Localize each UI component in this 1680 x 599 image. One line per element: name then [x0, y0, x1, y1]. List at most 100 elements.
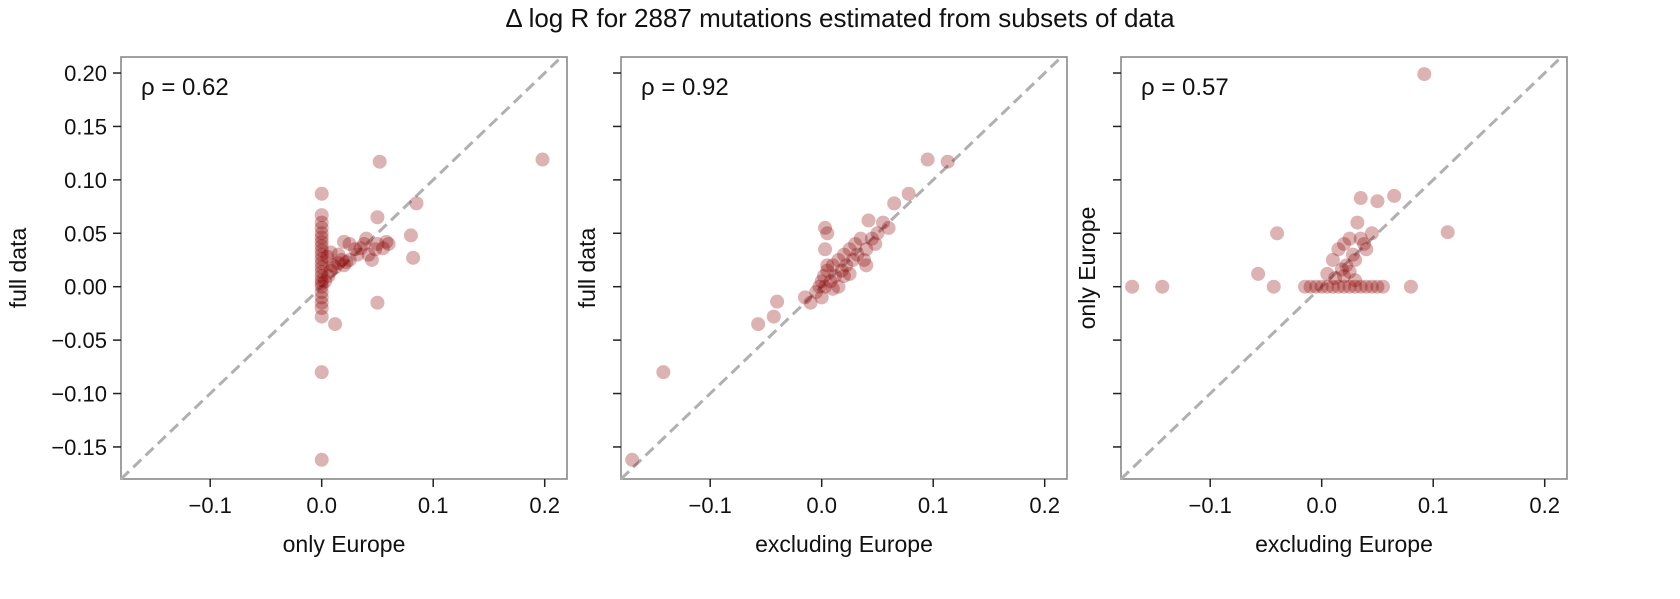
- data-point: [1314, 279, 1329, 294]
- data-point: [370, 295, 385, 310]
- data-point: [318, 274, 333, 289]
- data-point: [1350, 215, 1365, 230]
- x-axis: −0.1 0.0 0.1 0.2: [1188, 479, 1560, 518]
- y-axis-label: full data: [5, 228, 31, 309]
- data-point: [1270, 226, 1285, 241]
- data-point: [372, 154, 387, 169]
- data-point: [323, 245, 338, 260]
- data-point: [1320, 266, 1335, 281]
- data-point: [857, 252, 872, 267]
- data-point: [1359, 279, 1374, 294]
- data-point: [314, 256, 329, 271]
- y-axis-label: full data: [574, 228, 600, 309]
- data-point: [314, 226, 329, 241]
- data-point: [361, 247, 376, 262]
- data-point: [1353, 279, 1368, 294]
- data-point: [370, 210, 385, 225]
- data-point: [825, 258, 840, 273]
- data-point: [834, 263, 849, 278]
- x-tick-label: −0.1: [188, 493, 231, 518]
- data-point: [868, 236, 883, 251]
- scatter-panel-excluding-vs-only-europe: −0.1 0.0 0.1 0.2 ρ = 0.57 excluding Europe …: [1074, 55, 1568, 557]
- data-point: [314, 243, 329, 258]
- data-point: [920, 152, 935, 167]
- x-tick-label: 0.2: [1529, 493, 1560, 518]
- data-point: [1325, 279, 1340, 294]
- data-point: [859, 258, 874, 273]
- data-point: [820, 226, 835, 241]
- data-point: [1417, 67, 1432, 82]
- data-point: [864, 231, 879, 246]
- correlation-annotation: ρ = 0.92: [641, 74, 729, 101]
- data-point: [1353, 231, 1368, 246]
- data-point: [339, 255, 354, 270]
- data-point: [325, 258, 340, 273]
- data-point: [1440, 225, 1455, 240]
- data-point: [342, 236, 357, 251]
- data-point: [381, 236, 396, 251]
- data-point: [314, 230, 329, 245]
- correlation-annotation: ρ = 0.57: [1141, 74, 1229, 101]
- data-point: [1297, 279, 1312, 294]
- data-point: [1328, 271, 1343, 286]
- data-point: [625, 452, 640, 467]
- data-point: [353, 241, 368, 256]
- data-point: [861, 213, 876, 228]
- y-tick-label: 0.00: [64, 275, 107, 300]
- data-point: [870, 226, 885, 241]
- data-point: [1353, 191, 1368, 206]
- data-point: [848, 236, 863, 251]
- data-point: [314, 260, 329, 275]
- data-point: [818, 220, 833, 235]
- data-point: [803, 295, 818, 310]
- data-point: [348, 242, 363, 257]
- data-point: [403, 228, 418, 243]
- data-point: [809, 285, 824, 300]
- data-point: [314, 285, 329, 300]
- data-point: [1387, 188, 1402, 203]
- data-point: [1125, 279, 1140, 294]
- data-point: [314, 220, 329, 235]
- data-point: [368, 242, 383, 257]
- x-tick-label: 0.0: [806, 493, 837, 518]
- data-point: [1342, 279, 1357, 294]
- data-point: [314, 365, 329, 380]
- data-point: [314, 269, 329, 284]
- data-point: [1359, 242, 1374, 257]
- data-point: [342, 252, 357, 267]
- data-point: [314, 186, 329, 201]
- y-axis: [613, 72, 621, 448]
- figure-title: Δ log R for 2887 mutations estimated fro…: [505, 3, 1175, 33]
- data-point: [812, 279, 827, 294]
- plot-frame: [120, 56, 568, 480]
- data-point: [940, 154, 955, 169]
- data-point: [820, 258, 835, 273]
- data-point: [820, 263, 835, 278]
- data-point: [328, 260, 343, 275]
- data-point: [334, 252, 349, 267]
- data-point: [1376, 279, 1391, 294]
- data-point: [359, 231, 374, 246]
- x-axis: −0.1 0.0 0.1 0.2: [688, 479, 1060, 518]
- data-point: [337, 258, 351, 273]
- plot-frame: [620, 56, 1068, 480]
- data-point: [837, 247, 851, 262]
- data-point: [1345, 247, 1360, 262]
- data-point: [1370, 194, 1385, 209]
- data-point: [766, 309, 781, 324]
- data-point: [1337, 279, 1351, 294]
- y-tick-label: −0.05: [51, 328, 107, 353]
- data-point: [1303, 279, 1318, 294]
- scatter-panel-excluding-europe-vs-full: −0.1 0.0 0.1 0.2 ρ = 0.92 excluding Europe …: [574, 55, 1068, 557]
- data-point: [379, 234, 394, 249]
- y-tick-label: 0.20: [64, 61, 107, 86]
- data-point: [314, 295, 329, 310]
- data-point: [314, 301, 329, 316]
- data-point: [818, 242, 833, 257]
- data-point: [337, 234, 351, 249]
- x-tick-label: 0.1: [918, 493, 949, 518]
- data-point: [831, 252, 846, 267]
- data-point: [1266, 279, 1281, 294]
- data-point: [825, 281, 840, 296]
